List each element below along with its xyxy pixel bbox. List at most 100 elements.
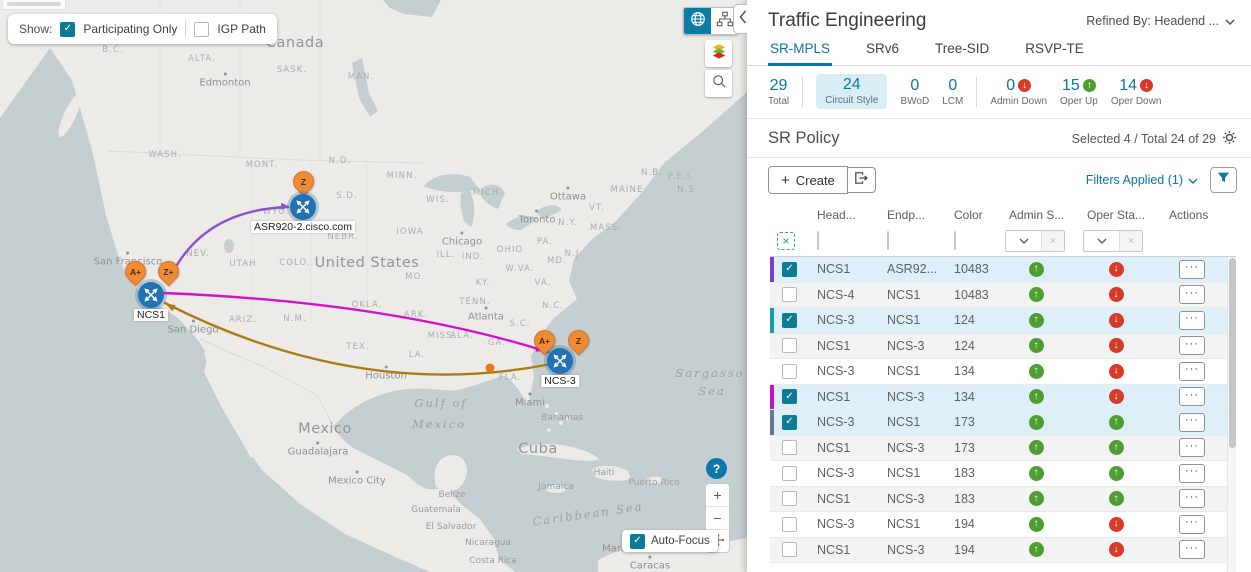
endpoint-cell: NCS-3 — [887, 389, 925, 404]
oper-state-filter[interactable] — [1083, 230, 1143, 252]
stat-label: Oper Up — [1060, 95, 1098, 107]
stat-value: 15 — [1062, 76, 1080, 94]
table-row[interactable]: NCS1 NCS-3 134 — [770, 384, 1236, 410]
stat-item[interactable]: 29 Total — [768, 77, 789, 107]
igp-path-checkbox[interactable] — [194, 21, 210, 37]
color-filter-input[interactable] — [954, 231, 956, 250]
headend-filter-input[interactable] — [817, 231, 819, 250]
row-actions-button[interactable] — [1179, 412, 1205, 432]
row-actions-button[interactable] — [1179, 387, 1205, 407]
row-checkbox[interactable] — [782, 363, 797, 379]
geo-view-button[interactable] — [684, 8, 711, 34]
table-row[interactable]: NCS1 ASR92... 10483 — [770, 257, 1236, 283]
row-checkbox[interactable] — [782, 389, 797, 405]
stat-value: 14 — [1119, 76, 1138, 94]
column-color[interactable]: Color — [954, 208, 983, 222]
admin-state-cell — [997, 287, 1075, 303]
tab[interactable]: RSVP-TE — [1025, 41, 1084, 56]
row-actions-button[interactable] — [1179, 438, 1205, 458]
table-row[interactable]: NCS1 NCS-3 173 — [770, 435, 1236, 461]
chevron-down-icon[interactable] — [1006, 231, 1042, 251]
stat-item[interactable]: 0 LCM — [942, 77, 963, 107]
stat-item[interactable]: 15 Oper Up — [1060, 77, 1098, 107]
tab[interactable]: SRv6 — [866, 41, 900, 56]
gear-icon[interactable] — [1222, 130, 1237, 148]
clear-filter-icon[interactable] — [1042, 231, 1064, 251]
device-node-ncs1[interactable]: NCS1 — [133, 282, 169, 321]
deselect-all-icon[interactable] — [777, 232, 795, 250]
column-admin-state[interactable]: Admin S... — [1009, 208, 1065, 222]
endpoint-filter-input[interactable] — [887, 231, 889, 250]
stat-value: 0 — [1006, 76, 1016, 94]
row-actions-button[interactable] — [1179, 310, 1205, 330]
path-waypoint-dot[interactable] — [485, 363, 495, 373]
row-actions-button[interactable] — [1179, 540, 1205, 560]
table-row[interactable]: NCS-4 NCS1 10483 — [770, 282, 1236, 308]
row-actions-button[interactable] — [1179, 259, 1205, 279]
map-search-button[interactable] — [705, 70, 732, 97]
policy-color-stripe — [770, 384, 774, 409]
zoom-in-button[interactable]: + — [706, 484, 729, 507]
row-actions-button[interactable] — [1179, 489, 1205, 509]
row-checkbox[interactable] — [782, 287, 797, 303]
row-checkbox[interactable] — [782, 491, 797, 507]
admin-state-cell — [997, 414, 1075, 430]
panel-collapse-button[interactable] — [733, 4, 747, 34]
help-button[interactable]: ? — [706, 458, 727, 479]
table-row[interactable]: NCS1 NCS-3 194 — [770, 537, 1236, 563]
oper-state-icon — [1108, 542, 1124, 558]
zoom-out-button[interactable]: − — [706, 507, 729, 530]
filter-button[interactable] — [1210, 167, 1237, 193]
table-row[interactable]: NCS-3 NCS1 194 — [770, 512, 1236, 538]
topology-map[interactable]: B.C. ALTA. SASK. MAN. WASH. MONT. N.D. S.D. WYO.… — [0, 0, 747, 572]
row-actions-button[interactable] — [1179, 336, 1205, 356]
column-endpoint[interactable]: Endp... — [887, 208, 926, 222]
refined-by-dropdown[interactable]: Refined By: Headend ... — [1086, 14, 1235, 28]
scrollbar-thumb[interactable] — [1229, 258, 1236, 449]
status-icon — [1082, 79, 1096, 92]
oper-state-icon — [1108, 338, 1124, 354]
row-checkbox[interactable] — [782, 261, 797, 277]
auto-focus-control: Auto-Focus — [622, 530, 718, 552]
row-actions-button[interactable] — [1179, 361, 1205, 381]
create-button[interactable]: Create — [768, 166, 848, 194]
row-checkbox[interactable] — [782, 338, 797, 354]
table-row[interactable]: NCS1 NCS-3 124 — [770, 333, 1236, 359]
device-node-asr920[interactable]: ASR920-2.cisco.com — [250, 194, 356, 233]
table-row[interactable]: NCS1 NCS-3 183 — [770, 486, 1236, 512]
funnel-icon — [1216, 170, 1231, 190]
row-checkbox[interactable] — [782, 465, 797, 481]
export-button[interactable] — [847, 167, 876, 193]
row-checkbox[interactable] — [782, 414, 797, 430]
vertical-scrollbar[interactable] — [1227, 257, 1236, 572]
row-checkbox[interactable] — [782, 516, 797, 532]
row-actions-button[interactable] — [1179, 514, 1205, 534]
clear-filter-icon[interactable] — [1120, 231, 1142, 251]
layers-button[interactable] — [705, 40, 732, 67]
device-node-ncs3[interactable]: NCS-3 — [541, 348, 579, 387]
row-checkbox[interactable] — [782, 542, 797, 558]
participating-only-checkbox[interactable] — [60, 21, 76, 37]
table-row[interactable]: NCS-3 NCS1 134 — [770, 359, 1236, 385]
stat-item[interactable]: 0 BWoD — [900, 77, 929, 107]
table-row[interactable]: NCS-3 NCS1 183 — [770, 461, 1236, 487]
stat-item[interactable]: 0 Admin Down — [990, 77, 1047, 107]
tab[interactable]: SR-MPLS — [768, 36, 833, 66]
oper-state-cell — [1075, 389, 1157, 405]
tab[interactable]: Tree-SID — [935, 41, 990, 56]
stat-item[interactable]: 24 Circuit Style — [816, 74, 888, 109]
row-actions-button[interactable] — [1179, 463, 1205, 483]
table-row[interactable]: NCS-3 NCS1 124 — [770, 308, 1236, 334]
table-row[interactable]: NCS-3 NCS1 173 — [770, 410, 1236, 436]
row-checkbox[interactable] — [782, 312, 797, 328]
row-actions-button[interactable] — [1179, 285, 1205, 305]
row-checkbox[interactable] — [782, 440, 797, 456]
headend-cell: NCS-3 — [817, 415, 855, 430]
chevron-down-icon[interactable] — [1084, 231, 1120, 251]
stat-item[interactable]: 14 Oper Down — [1111, 77, 1162, 107]
column-headend[interactable]: Head... — [817, 208, 856, 222]
auto-focus-checkbox[interactable] — [630, 533, 645, 549]
column-oper-state[interactable]: Oper Sta... — [1087, 208, 1146, 222]
admin-state-filter[interactable] — [1005, 230, 1065, 252]
filters-applied-dropdown[interactable]: Filters Applied (1) — [1086, 173, 1198, 187]
